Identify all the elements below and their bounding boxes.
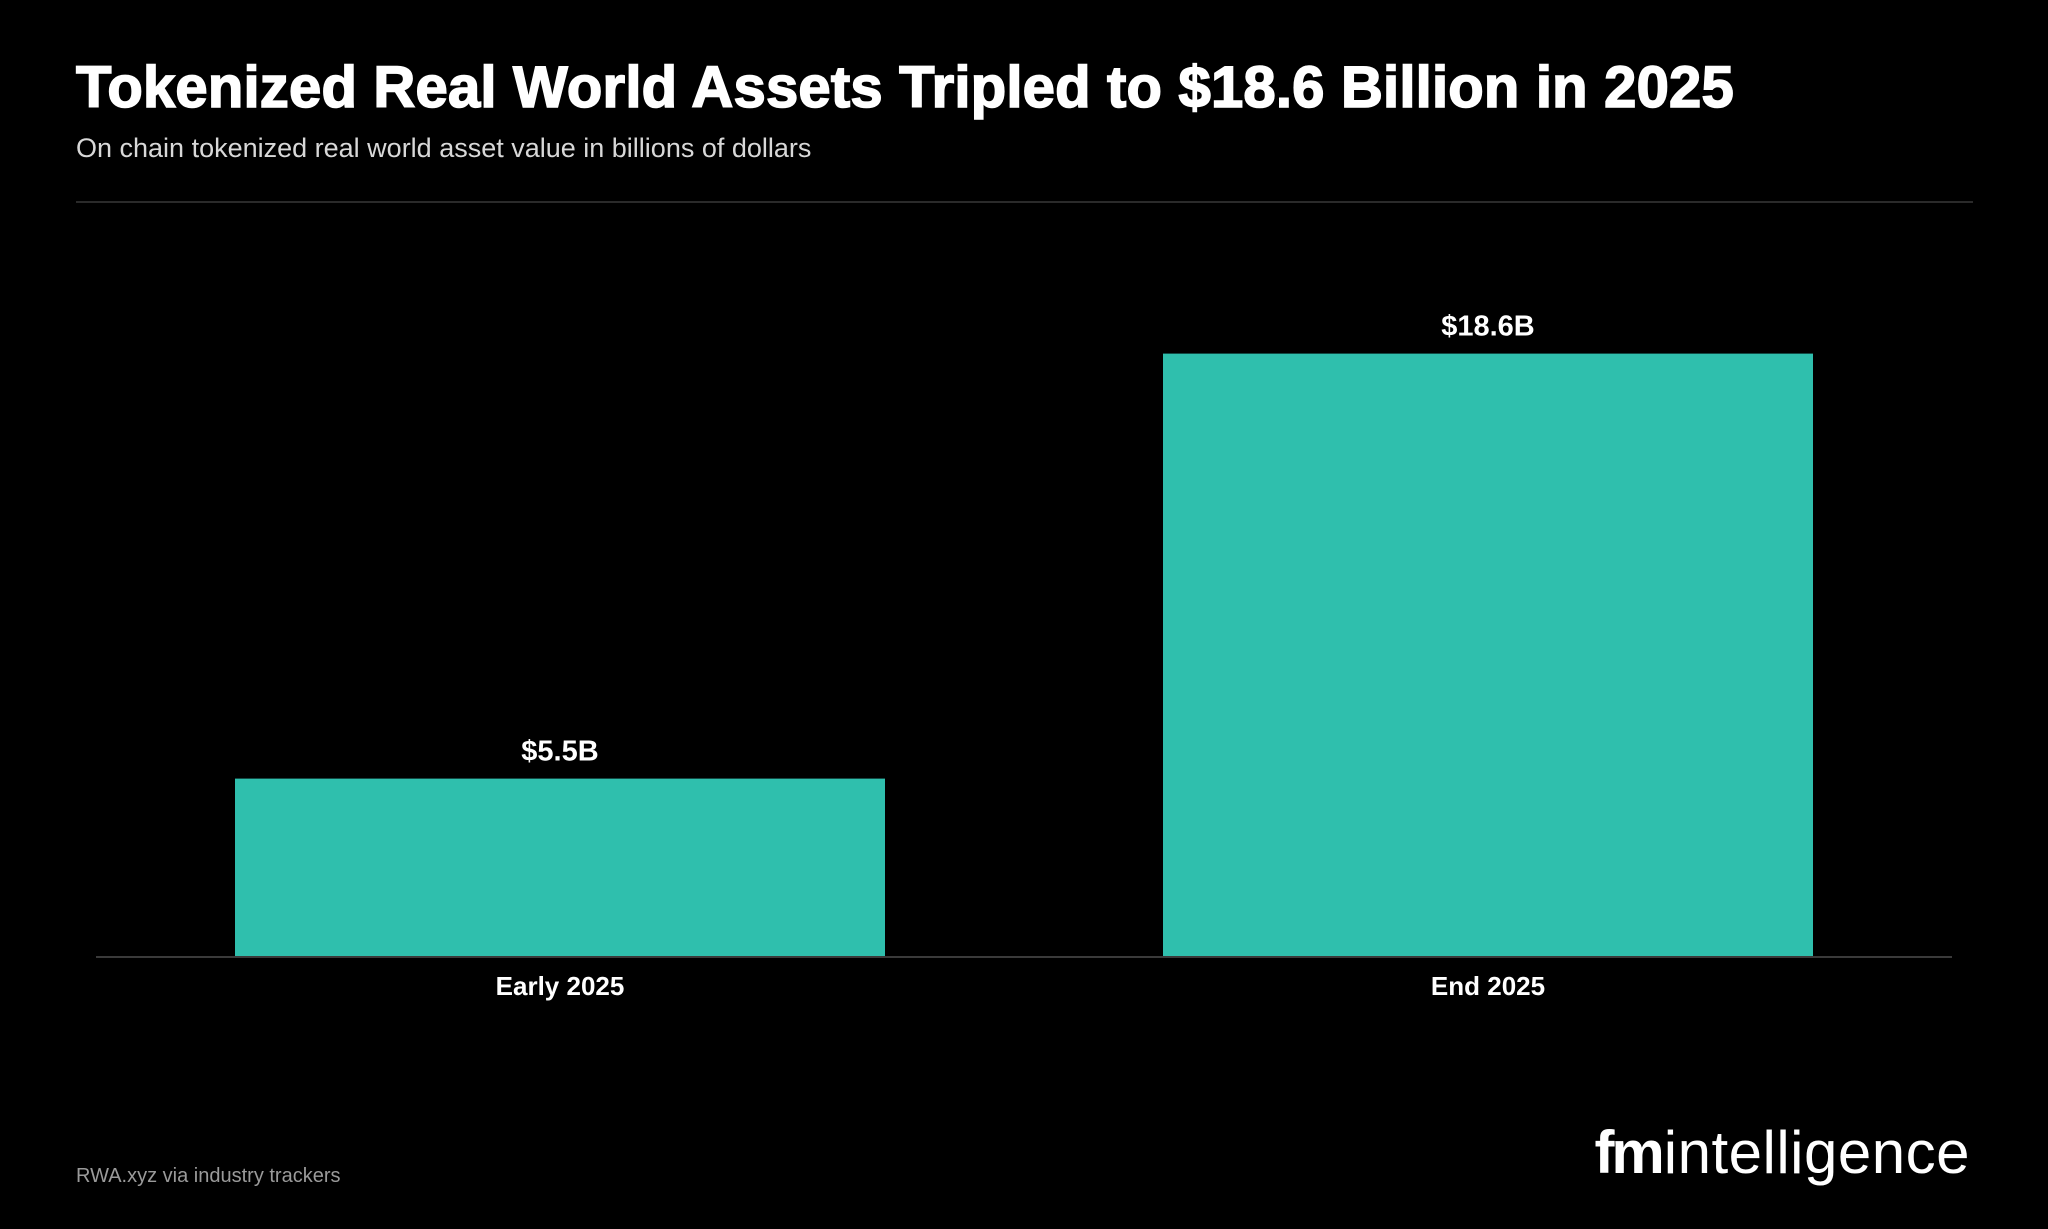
brand-logo: fmintelligence [1594, 1118, 1970, 1188]
source-note: RWA.xyz via industry trackers [76, 1165, 341, 1187]
brand-logo-mark: fm [1594, 1119, 1664, 1186]
chart-title: Tokenized Real World Assets Tripled to $… [75, 54, 1734, 121]
data-label: $18.6B [1441, 311, 1535, 343]
labels-group: $5.5B Early 2025 $18.6B End 2025 [496, 311, 1545, 1001]
brand-logo-wordmark: intelligence [1663, 1119, 1970, 1186]
x-tick-label: End 2025 [1431, 971, 1545, 1001]
chart-subtitle: On chain tokenized real world asset valu… [76, 133, 812, 163]
header-divider [76, 201, 1973, 203]
bars-group [235, 353, 1813, 958]
data-label: $5.5B [521, 736, 598, 768]
bar-end-2025 [1163, 353, 1813, 958]
bar-early-2025 [235, 778, 885, 957]
x-tick-label: Early 2025 [496, 971, 625, 1001]
